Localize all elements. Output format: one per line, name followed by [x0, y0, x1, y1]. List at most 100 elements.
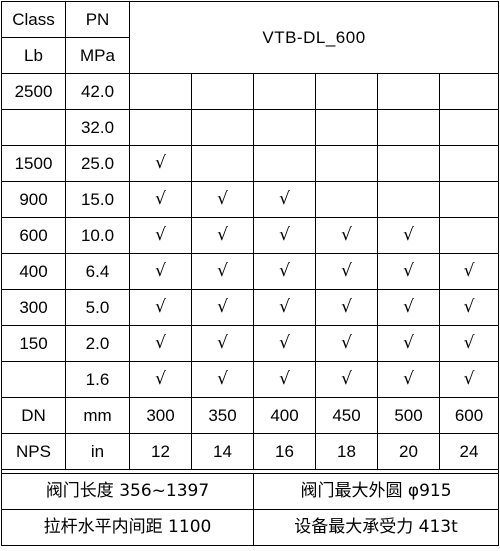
- check-cell: √: [315, 217, 378, 254]
- check-cell: √: [253, 217, 316, 254]
- check-cell: √: [129, 145, 192, 182]
- check-cell: [129, 109, 192, 146]
- dn-row: DN mm 300 350 400 450 500 600: [1, 397, 500, 434]
- tie-rod-spacing: 拉杆水平内间距 1100: [1, 509, 254, 546]
- check-cell: [315, 181, 378, 218]
- check-cell: [253, 109, 316, 146]
- pressure-row: 300 5.0 √ √ √ √ √ √: [1, 289, 500, 326]
- check-cell: [191, 73, 254, 110]
- check-cell: √: [377, 289, 440, 326]
- check-cell: √: [315, 361, 378, 398]
- pn-label: PN: [65, 1, 130, 38]
- check-cell: [438, 109, 500, 146]
- check-cell: [253, 145, 316, 182]
- max-load: 设备最大承受力 413t: [252, 509, 500, 546]
- nps-value: 14: [191, 433, 254, 470]
- check-cell: [191, 145, 254, 182]
- lb-value: 300: [1, 289, 66, 326]
- pressure-row: 32.0: [1, 109, 500, 146]
- nps-unit: in: [65, 433, 130, 470]
- dn-value: 500: [377, 397, 440, 434]
- check-cell: [377, 145, 440, 182]
- check-cell: √: [129, 361, 192, 398]
- check-cell: [315, 145, 378, 182]
- header-row-2: Lb MPa: [1, 37, 499, 74]
- check-cell: √: [253, 253, 316, 290]
- check-cell: √: [129, 289, 192, 326]
- nps-value: 20: [377, 433, 440, 470]
- lb-value: [1, 361, 66, 398]
- lb-value: 1500: [1, 145, 66, 182]
- check-cell: √: [438, 253, 500, 290]
- pressure-row: 1500 25.0 √: [1, 145, 500, 182]
- mpa-value: 6.4: [65, 253, 130, 290]
- check-cell: [438, 217, 500, 254]
- check-cell: √: [129, 325, 192, 362]
- mpa-label: MPa: [65, 37, 130, 74]
- check-cell: √: [377, 253, 440, 290]
- check-cell: [129, 73, 192, 110]
- lb-value: [1, 109, 66, 146]
- dn-value: 350: [191, 397, 254, 434]
- check-cell: √: [315, 253, 378, 290]
- lb-value: 2500: [1, 73, 66, 110]
- footer-row-1: 阀门长度 356~1397 阀门最大外圆 φ915: [1, 473, 500, 510]
- table-title: VTB-DL_600: [128, 1, 500, 74]
- check-cell: √: [129, 181, 192, 218]
- nps-value: 18: [315, 433, 378, 470]
- pressure-row: 900 15.0 √ √ √: [1, 181, 500, 218]
- nps-row: NPS in 12 14 16 18 20 24: [1, 433, 500, 470]
- mpa-value: 25.0: [65, 145, 130, 182]
- lb-value: 600: [1, 217, 66, 254]
- pressure-row: 150 2.0 √ √ √ √ √ √: [1, 325, 500, 362]
- check-cell: √: [315, 289, 378, 326]
- check-cell: [377, 109, 440, 146]
- check-cell: √: [191, 253, 254, 290]
- check-cell: [253, 73, 316, 110]
- dn-unit: mm: [65, 397, 130, 434]
- mpa-value: 42.0: [65, 73, 130, 110]
- mpa-value: 32.0: [65, 109, 130, 146]
- mpa-value: 2.0: [65, 325, 130, 362]
- dn-value: 450: [315, 397, 378, 434]
- check-cell: √: [129, 217, 192, 254]
- check-cell: √: [191, 181, 254, 218]
- check-cell: [438, 73, 500, 110]
- check-cell: [315, 73, 378, 110]
- nps-value: 16: [253, 433, 316, 470]
- check-cell: [377, 73, 440, 110]
- lb-label: Lb: [1, 37, 66, 74]
- check-cell: √: [438, 325, 500, 362]
- check-cell: √: [253, 289, 316, 326]
- pressure-row: 600 10.0 √ √ √ √ √: [1, 217, 500, 254]
- check-cell: √: [253, 325, 316, 362]
- mpa-value: 1.6: [65, 361, 130, 398]
- check-cell: √: [377, 361, 440, 398]
- valve-length: 阀门长度 356~1397: [1, 473, 254, 510]
- check-cell: √: [191, 361, 254, 398]
- pressure-row: 1.6 √ √ √ √ √ √: [1, 361, 500, 398]
- footer-row-2: 拉杆水平内间距 1100 设备最大承受力 413t: [1, 509, 500, 546]
- valve-max-od: 阀门最大外圆 φ915: [252, 473, 500, 510]
- check-cell: √: [315, 325, 378, 362]
- check-cell: √: [253, 181, 316, 218]
- pressure-row: 400 6.4 √ √ √ √ √ √: [1, 253, 500, 290]
- check-cell: √: [191, 289, 254, 326]
- mpa-value: 15.0: [65, 181, 130, 218]
- lb-value: 900: [1, 181, 66, 218]
- check-cell: [438, 181, 500, 218]
- mpa-value: 5.0: [65, 289, 130, 326]
- check-cell: √: [129, 253, 192, 290]
- nps-value: 24: [438, 433, 500, 470]
- check-cell: √: [253, 361, 316, 398]
- check-cell: [315, 109, 378, 146]
- dn-label: DN: [1, 397, 66, 434]
- dn-value: 300: [129, 397, 192, 434]
- nps-value: 12: [129, 433, 192, 470]
- check-cell: √: [191, 217, 254, 254]
- check-cell: [191, 109, 254, 146]
- class-label: Class: [1, 1, 66, 38]
- dn-value: 400: [253, 397, 316, 434]
